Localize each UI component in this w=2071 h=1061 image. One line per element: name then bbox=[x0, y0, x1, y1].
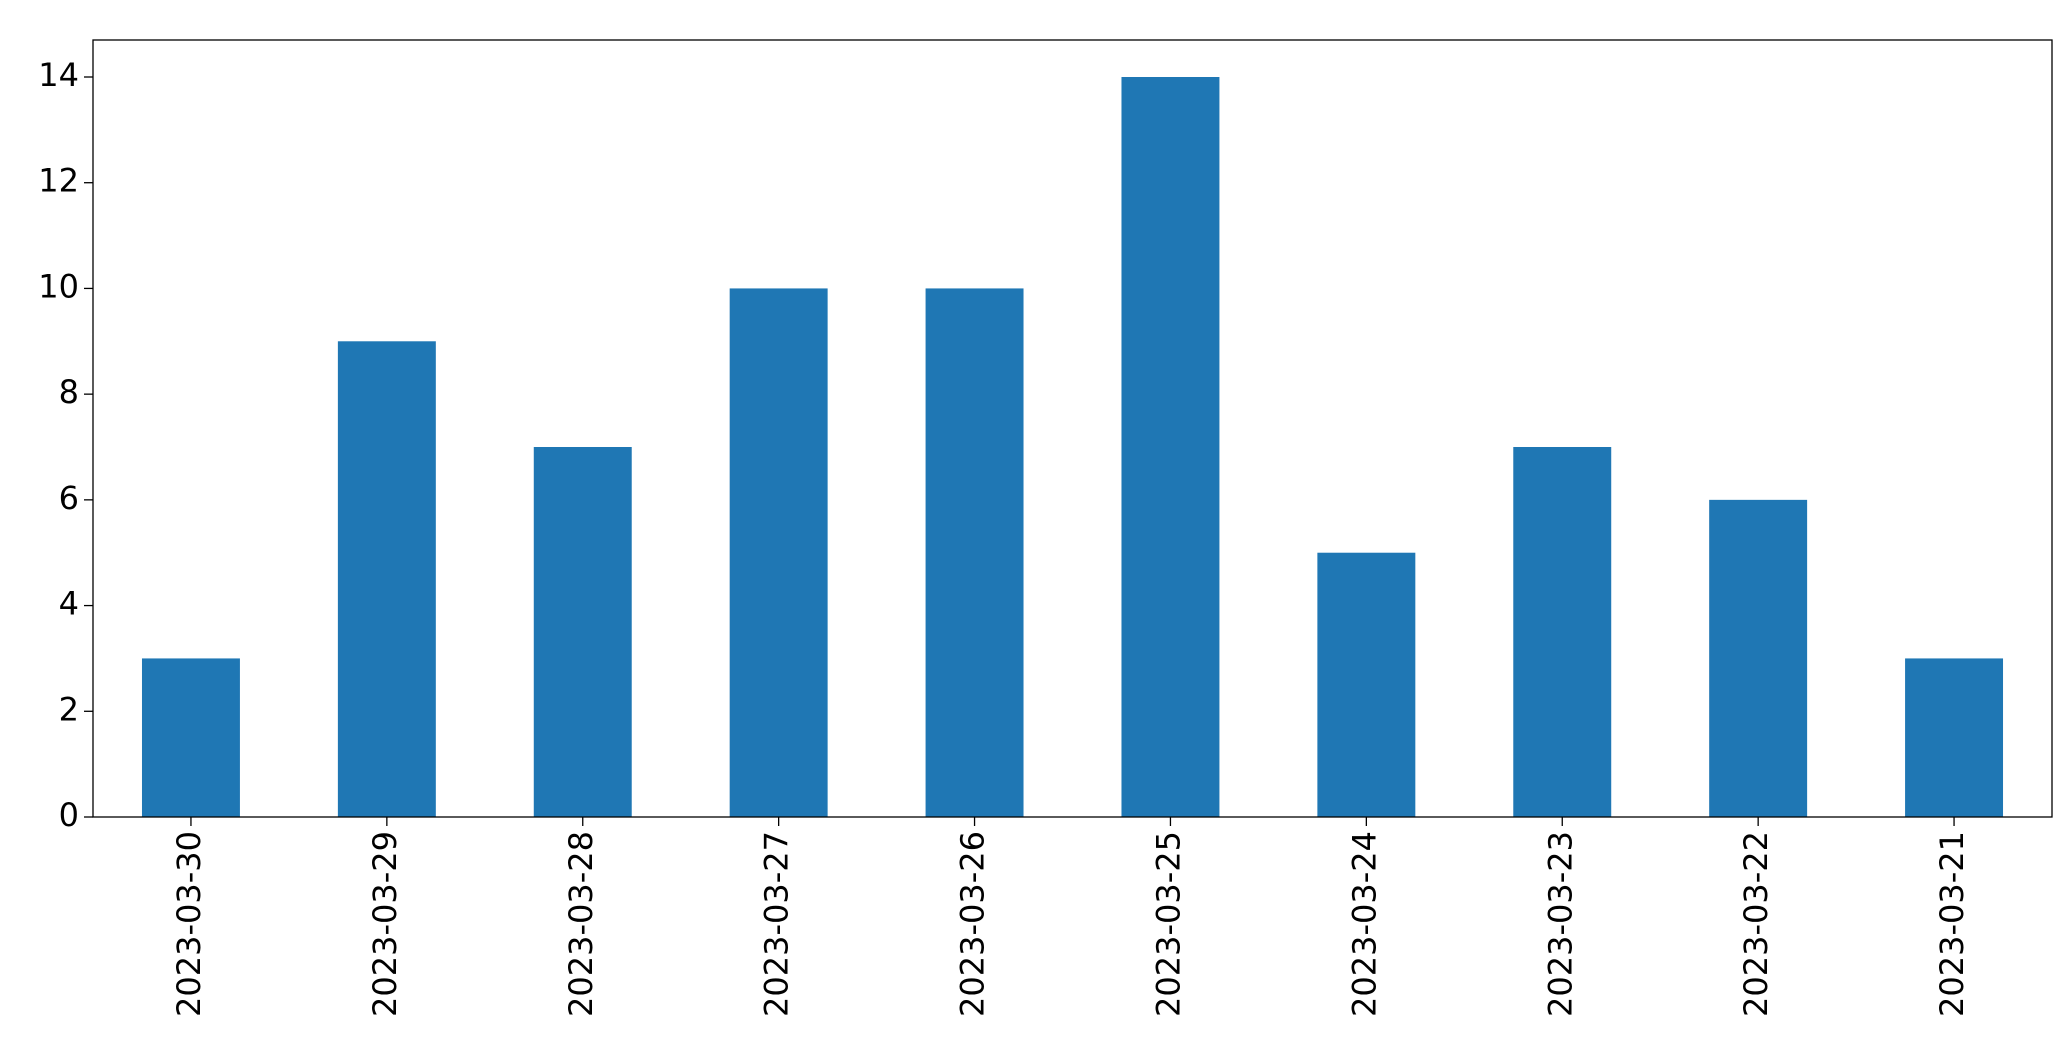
x-tick-label: 2023-03-29 bbox=[366, 831, 404, 1017]
x-tick-label: 2023-03-21 bbox=[1933, 831, 1971, 1017]
y-tick-label: 12 bbox=[38, 162, 79, 200]
bar bbox=[729, 288, 828, 817]
x-tick-label: 2023-03-22 bbox=[1737, 831, 1775, 1017]
x-tick-label: 2023-03-26 bbox=[954, 831, 992, 1017]
x-tick-label: 2023-03-23 bbox=[1541, 831, 1579, 1017]
y-tick-label: 14 bbox=[38, 56, 79, 94]
bar bbox=[141, 658, 240, 817]
bar bbox=[925, 288, 1024, 817]
bar bbox=[1709, 499, 1808, 817]
y-tick-label: 4 bbox=[59, 585, 79, 623]
bar bbox=[1317, 552, 1416, 817]
y-tick-label: 10 bbox=[38, 267, 79, 305]
x-tick-label: 2023-03-28 bbox=[562, 831, 600, 1017]
x-tick-label: 2023-03-24 bbox=[1345, 831, 1383, 1017]
plot-frame bbox=[92, 39, 2053, 818]
bar bbox=[1513, 447, 1612, 817]
x-tick-label: 2023-03-25 bbox=[1149, 831, 1187, 1017]
bar bbox=[533, 447, 632, 817]
x-tick-label: 2023-03-27 bbox=[758, 831, 796, 1017]
bar bbox=[1905, 658, 2004, 817]
bar bbox=[1121, 77, 1220, 817]
y-tick-label: 6 bbox=[59, 479, 79, 517]
y-tick-label: 8 bbox=[59, 373, 79, 411]
y-tick-label: 0 bbox=[59, 796, 79, 834]
x-tick-label: 2023-03-30 bbox=[170, 831, 208, 1017]
y-tick-label: 2 bbox=[59, 690, 79, 728]
bar bbox=[337, 341, 436, 817]
